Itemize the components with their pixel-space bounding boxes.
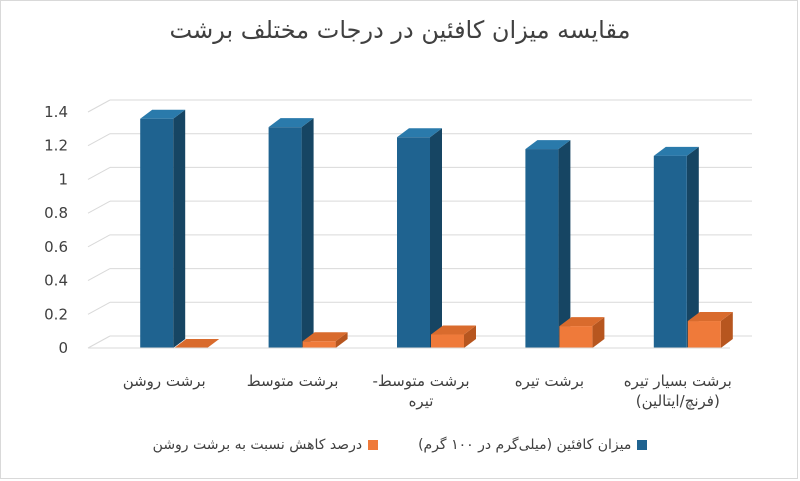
gridline-depth [87, 268, 111, 282]
bar-reduction [302, 341, 336, 348]
x-category-label-line: (فرنچ/ایتالین) [636, 392, 720, 410]
bar-caffeine-side [558, 140, 571, 348]
gridline-depth [87, 133, 111, 147]
bar-reduction-top [687, 312, 733, 322]
x-category-label: برشت تیره [515, 372, 584, 390]
gridline-depth [87, 234, 111, 248]
bar-caffeine-side [173, 109, 186, 348]
bar-reduction-top [174, 339, 220, 348]
y-tick-label: 1 [58, 170, 68, 188]
x-category-label-line: برشت متوسط [247, 372, 339, 390]
bar-caffeine [397, 137, 430, 348]
bar-reduction [431, 334, 464, 348]
bar-caffeine-top [525, 140, 571, 150]
x-category-label: برشت متوسط [247, 372, 339, 390]
y-tick-label: 0 [58, 339, 68, 357]
gridline-depth [87, 301, 111, 315]
bar-reduction-top [559, 317, 605, 327]
x-category-label-line: برشت تیره [515, 372, 584, 390]
y-tick-label: 1.2 [44, 137, 68, 155]
x-category-label: برشت متوسط- تیره [372, 372, 469, 410]
bar-reduction-top [302, 332, 348, 342]
x-category-label: برشت روشن [123, 372, 206, 390]
bar-reduction [559, 326, 593, 348]
bar-caffeine-top [268, 118, 314, 128]
x-category-label-line: تیره [409, 392, 434, 410]
legend-item-reduction: درصد کاهش نسبت به برشت روشن [152, 437, 379, 453]
legend-label-caffeine: میزان کافئین (میلی‌گرم در ۱۰۰ گرم) [418, 437, 632, 453]
x-category-label-line: برشت بسیار تیره [624, 372, 732, 390]
gridline-depth [87, 200, 111, 214]
y-tick-label: 0.8 [44, 204, 68, 222]
bar-caffeine [268, 127, 302, 349]
bar-caffeine-top [653, 146, 699, 156]
bar-caffeine [140, 118, 174, 348]
bar-caffeine-top [140, 109, 186, 119]
legend-label-reduction: درصد کاهش نسبت به برشت روشن [152, 437, 363, 453]
bar-caffeine-top [397, 128, 442, 138]
bar-reduction-top [431, 325, 476, 335]
bar-caffeine [653, 155, 687, 348]
chart-title: مقایسه میزان کافئین در درجات مختلف برشت [169, 16, 631, 44]
y-tick-label: 1.4 [44, 103, 68, 121]
legend-swatch-reduction [368, 440, 379, 450]
y-tick-label: 0.2 [44, 305, 68, 323]
x-category-label-line: برشت متوسط- [372, 372, 469, 390]
bar-caffeine-side [430, 128, 442, 348]
y-tick-label: 0.4 [44, 272, 68, 290]
gridline-depth [87, 335, 111, 349]
x-category-label: برشت بسیار تیره (فرنچ/ایتالین) [624, 372, 732, 410]
bar-caffeine-side [686, 146, 699, 348]
bar-reduction-side [720, 312, 733, 348]
chart-legend: درصد کاهش نسبت به برشت روشن میزان کافئین… [0, 437, 800, 453]
gridline-depth [87, 99, 111, 113]
y-tick-label: 0.6 [44, 238, 68, 256]
x-category-label-line: برشت روشن [123, 372, 206, 390]
legend-item-caffeine: میزان کافئین (میلی‌گرم در ۱۰۰ گرم) [418, 437, 648, 453]
bar-reduction-side [464, 325, 476, 348]
bar-reduction-side [592, 317, 605, 348]
bar-caffeine-side [301, 118, 314, 349]
bar-caffeine [525, 149, 559, 348]
gridline-depth [87, 166, 111, 180]
bar-reduction-side [335, 332, 348, 348]
bar-reduction [687, 321, 721, 348]
legend-swatch-caffeine [637, 440, 648, 450]
